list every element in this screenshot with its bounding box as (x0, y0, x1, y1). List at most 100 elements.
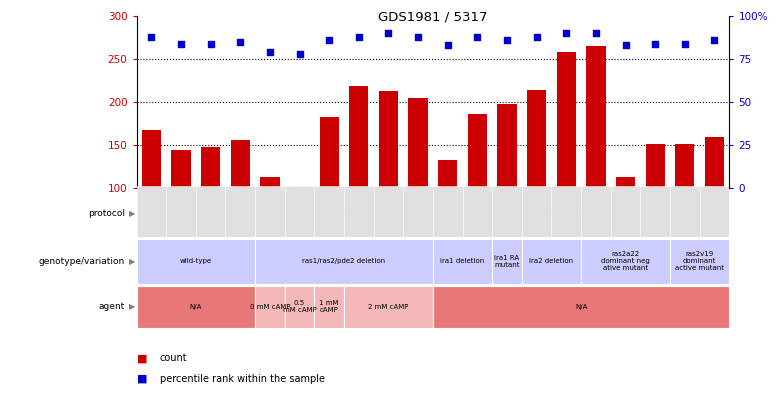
Bar (136, 186, 166, 237)
Bar (640, 186, 670, 237)
Point (175, 40, 187, 47)
Bar (314, 286, 344, 328)
Bar (285, 286, 314, 328)
Text: ras2v19
dominant
active mutant: ras2v19 dominant active mutant (675, 251, 724, 271)
Text: ira2 deletion: ira2 deletion (530, 258, 573, 264)
Bar (225, 186, 255, 237)
Point (560, 30, 573, 37)
Bar (379, 91, 398, 188)
Bar (670, 186, 700, 237)
Bar (344, 286, 433, 328)
Point (323, 37, 335, 44)
Bar (498, 104, 516, 188)
Text: 1 mM
cAMP: 1 mM cAMP (320, 300, 339, 313)
Bar (255, 239, 433, 284)
Point (530, 34, 543, 40)
Point (590, 30, 602, 37)
Point (441, 42, 454, 49)
Bar (403, 186, 433, 237)
Bar (581, 239, 670, 284)
Text: GDS1981 / 5317: GDS1981 / 5317 (378, 10, 488, 23)
Bar (349, 86, 368, 188)
Text: 2 mM cAMP: 2 mM cAMP (368, 304, 409, 310)
Bar (557, 52, 576, 188)
Bar (314, 186, 344, 237)
Bar (611, 186, 640, 237)
Bar (587, 46, 605, 188)
Bar (527, 90, 546, 188)
Bar (581, 186, 611, 237)
Point (145, 34, 158, 40)
Point (649, 40, 661, 47)
Point (382, 30, 395, 37)
Bar (468, 114, 487, 188)
Point (264, 49, 276, 55)
Bar (201, 147, 220, 188)
Bar (320, 117, 339, 188)
Text: ras1/ras2/pde2 deletion: ras1/ras2/pde2 deletion (303, 258, 385, 264)
Point (412, 34, 424, 40)
Text: ira1 deletion: ira1 deletion (441, 258, 484, 264)
Bar (438, 160, 457, 188)
Text: ▶: ▶ (129, 209, 135, 218)
Bar (136, 286, 255, 328)
Bar (670, 239, 729, 284)
Bar (433, 239, 492, 284)
Bar (374, 186, 403, 237)
Bar (172, 150, 190, 188)
Bar (646, 144, 665, 188)
Bar (675, 144, 694, 188)
Text: cAMP signaling disruption: cAMP signaling disruption (506, 211, 597, 217)
Bar (433, 186, 463, 237)
Bar (261, 177, 279, 188)
Text: count: count (160, 354, 187, 363)
Bar (463, 186, 492, 237)
Point (353, 34, 365, 40)
Bar (522, 186, 551, 237)
Bar (136, 239, 255, 284)
Text: ▶: ▶ (129, 257, 135, 266)
Point (619, 42, 632, 49)
Bar (255, 186, 285, 237)
Text: ■: ■ (136, 374, 147, 384)
Text: ras2a22
dominant neg
ative mutant: ras2a22 dominant neg ative mutant (601, 251, 650, 271)
Bar (492, 186, 522, 237)
Text: N/A: N/A (190, 304, 202, 310)
Bar (433, 190, 670, 237)
Text: N/A: N/A (575, 304, 587, 310)
Bar (136, 190, 255, 237)
Text: ira1 RA
mutant: ira1 RA mutant (495, 255, 519, 268)
Bar (166, 186, 196, 237)
Point (679, 40, 691, 47)
Text: protocol: protocol (88, 209, 125, 218)
Bar (700, 186, 729, 237)
Point (293, 51, 306, 57)
Bar (285, 186, 314, 237)
Point (234, 39, 246, 45)
Text: agent: agent (98, 302, 125, 311)
Bar (705, 137, 724, 188)
Bar (522, 239, 581, 284)
Point (471, 34, 484, 40)
Bar (670, 190, 729, 237)
Bar (551, 186, 581, 237)
Bar (255, 190, 433, 237)
Text: ■: ■ (136, 354, 147, 363)
Bar (344, 186, 374, 237)
Text: cAMP synthesis/degradation defect: cAMP synthesis/degradation defect (282, 211, 406, 217)
Bar (492, 239, 522, 284)
Bar (290, 187, 309, 188)
Text: control for ras1/ras2/pde2
deletion: control for ras1/ras2/pde2 deletion (151, 207, 241, 220)
Bar (142, 130, 161, 188)
Text: 0 mM cAMP: 0 mM cAMP (250, 304, 290, 310)
Point (204, 40, 217, 47)
Point (501, 37, 513, 44)
Bar (433, 286, 729, 328)
Bar (196, 186, 225, 237)
Point (708, 37, 721, 44)
Bar (255, 286, 285, 328)
Text: genotype/variation: genotype/variation (38, 257, 125, 266)
Text: ▶: ▶ (129, 302, 135, 311)
Text: 0.5
mM cAMP: 0.5 mM cAMP (282, 300, 317, 313)
Text: wild-type: wild-type (179, 258, 212, 264)
